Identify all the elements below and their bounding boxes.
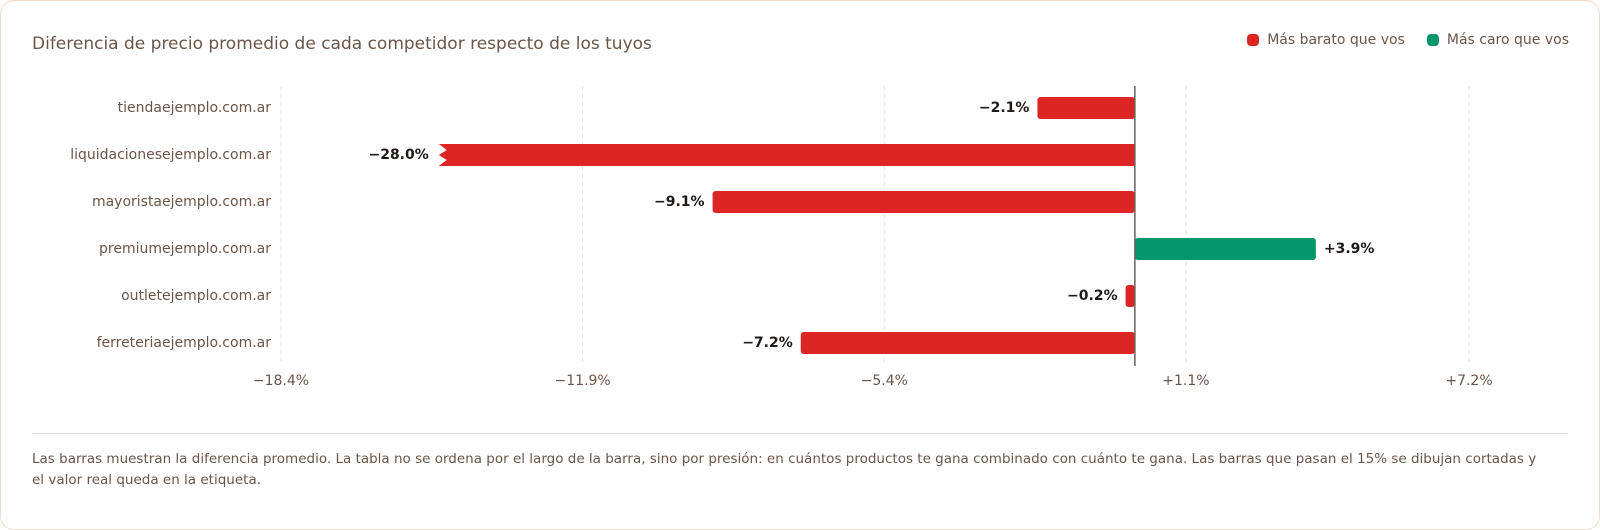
y-tick-label: liquidacionesejemplo.com.ar (70, 147, 271, 163)
y-tick-label: premiumejemplo.com.ar (99, 241, 271, 257)
legend-item: Más barato que vos (1247, 32, 1405, 48)
legend-label: Más caro que vos (1446, 32, 1569, 48)
value-label: +3.9% (1324, 241, 1375, 257)
y-tick-label: ferreteriaejemplo.com.ar (97, 335, 272, 351)
note: Las barras muestran la diferencia promed… (32, 451, 1537, 488)
bar (438, 144, 1135, 166)
bar (1037, 97, 1135, 119)
separator (32, 433, 1568, 434)
legend-label: Más barato que vos (1267, 32, 1405, 48)
legend-item: Más caro que vos (1426, 32, 1569, 48)
value-label: −7.2% (742, 335, 793, 351)
x-tick-label: −5.4% (861, 373, 908, 389)
legend-swatch (1247, 34, 1260, 46)
value-label: −0.2% (1067, 288, 1118, 304)
chart-title: Diferencia de precio promedio de cada co… (32, 34, 652, 54)
y-tick-label: outletejemplo.com.ar (121, 288, 271, 304)
bar (1125, 285, 1135, 307)
x-tick-label: −11.9% (555, 373, 611, 389)
y-tick-label: tiendaejemplo.com.ar (118, 100, 272, 116)
bar (1134, 238, 1316, 260)
chart: Diferencia de precio promedio de cada co… (32, 34, 1493, 389)
x-tick-label: +7.2% (1445, 373, 1492, 389)
legend: Más barato que vos Más caro que vos (1247, 32, 1569, 48)
bar (712, 191, 1135, 213)
x-tick-label: −18.4% (253, 373, 309, 389)
legend-swatch (1426, 34, 1439, 46)
value-label: −9.1% (654, 194, 705, 210)
x-tick-label: +1.1% (1162, 373, 1209, 389)
value-label: −2.1% (979, 100, 1030, 116)
value-label: −28.0% (368, 147, 428, 163)
bar (800, 332, 1135, 354)
y-tick-label: mayoristaejemplo.com.ar (92, 194, 271, 210)
